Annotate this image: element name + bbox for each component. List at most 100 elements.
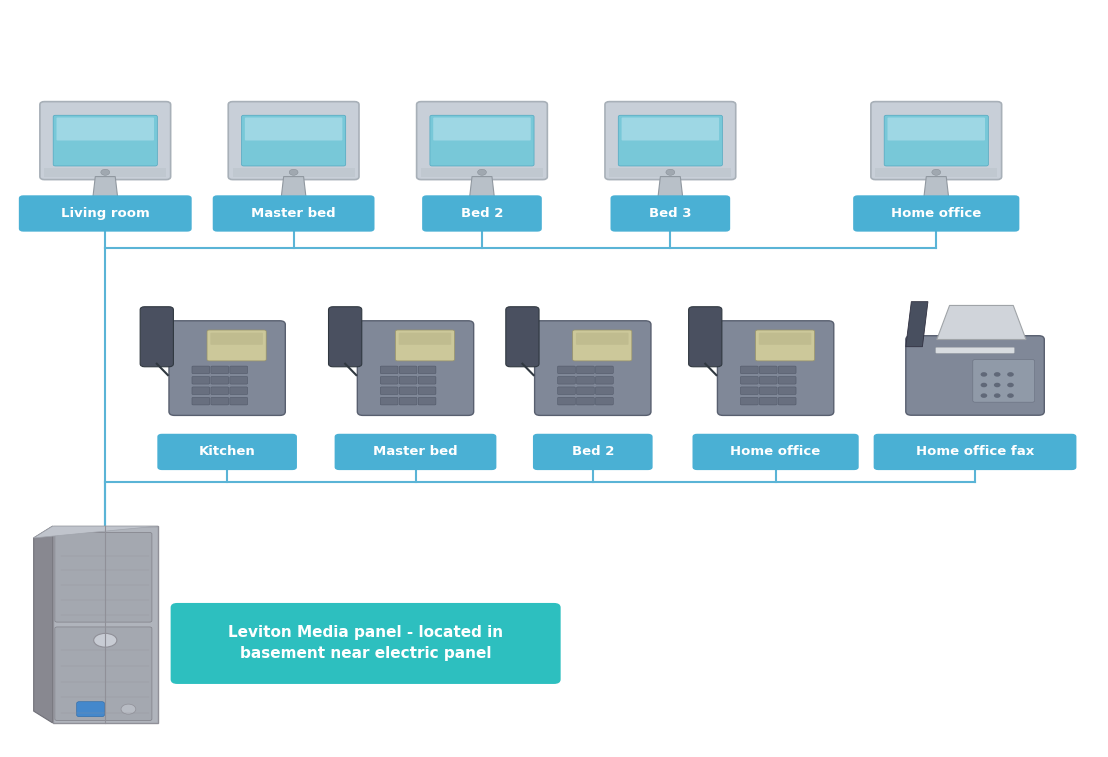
FancyBboxPatch shape: [576, 387, 594, 394]
FancyBboxPatch shape: [380, 387, 398, 394]
FancyBboxPatch shape: [759, 366, 777, 374]
Polygon shape: [937, 305, 1026, 339]
Polygon shape: [657, 176, 684, 205]
FancyBboxPatch shape: [44, 168, 166, 176]
FancyBboxPatch shape: [875, 168, 997, 176]
FancyBboxPatch shape: [853, 195, 1019, 232]
Circle shape: [994, 394, 1001, 398]
Polygon shape: [280, 176, 307, 205]
FancyBboxPatch shape: [740, 376, 758, 384]
Circle shape: [121, 704, 136, 714]
FancyBboxPatch shape: [688, 307, 722, 367]
FancyBboxPatch shape: [76, 702, 104, 717]
FancyBboxPatch shape: [380, 376, 398, 384]
FancyBboxPatch shape: [229, 376, 247, 384]
FancyBboxPatch shape: [357, 321, 474, 416]
FancyBboxPatch shape: [871, 101, 1002, 179]
Text: Home office: Home office: [730, 445, 821, 459]
FancyBboxPatch shape: [618, 115, 722, 166]
FancyBboxPatch shape: [168, 321, 285, 416]
FancyBboxPatch shape: [418, 387, 435, 394]
Circle shape: [478, 170, 486, 176]
Circle shape: [932, 170, 941, 176]
FancyBboxPatch shape: [399, 397, 417, 405]
FancyBboxPatch shape: [211, 387, 228, 394]
Text: Leviton Media panel - located in
basement near electric panel: Leviton Media panel - located in basemen…: [228, 625, 503, 662]
Circle shape: [994, 372, 1001, 377]
FancyBboxPatch shape: [396, 330, 454, 361]
FancyBboxPatch shape: [740, 366, 758, 374]
FancyBboxPatch shape: [192, 376, 209, 384]
FancyBboxPatch shape: [418, 366, 435, 374]
FancyBboxPatch shape: [418, 397, 435, 405]
FancyBboxPatch shape: [248, 202, 339, 222]
FancyBboxPatch shape: [576, 397, 594, 405]
FancyBboxPatch shape: [759, 333, 811, 345]
FancyBboxPatch shape: [888, 117, 985, 141]
FancyBboxPatch shape: [380, 397, 398, 405]
FancyBboxPatch shape: [229, 387, 247, 394]
FancyBboxPatch shape: [533, 434, 653, 470]
FancyBboxPatch shape: [505, 307, 540, 367]
Circle shape: [1007, 372, 1014, 377]
FancyBboxPatch shape: [211, 366, 228, 374]
FancyBboxPatch shape: [328, 307, 361, 367]
FancyBboxPatch shape: [609, 168, 731, 176]
FancyBboxPatch shape: [421, 168, 543, 176]
FancyBboxPatch shape: [973, 360, 1035, 402]
Text: Master bed: Master bed: [373, 445, 458, 459]
FancyBboxPatch shape: [242, 115, 346, 166]
Circle shape: [981, 372, 987, 377]
Text: Home office: Home office: [891, 207, 982, 220]
Circle shape: [1007, 394, 1014, 398]
FancyBboxPatch shape: [891, 202, 982, 222]
FancyBboxPatch shape: [778, 376, 796, 384]
FancyBboxPatch shape: [595, 376, 613, 384]
FancyBboxPatch shape: [778, 387, 796, 394]
FancyBboxPatch shape: [229, 366, 247, 374]
FancyBboxPatch shape: [437, 202, 529, 222]
FancyBboxPatch shape: [430, 115, 534, 166]
FancyBboxPatch shape: [192, 397, 209, 405]
Circle shape: [981, 383, 987, 388]
FancyBboxPatch shape: [229, 397, 247, 405]
Circle shape: [101, 170, 110, 176]
FancyBboxPatch shape: [759, 376, 777, 384]
FancyBboxPatch shape: [245, 117, 342, 141]
Text: Bed 3: Bed 3: [649, 207, 691, 220]
FancyBboxPatch shape: [692, 434, 859, 470]
Text: Kitchen: Kitchen: [198, 445, 256, 459]
FancyBboxPatch shape: [595, 387, 613, 394]
Polygon shape: [33, 526, 158, 538]
FancyBboxPatch shape: [595, 397, 613, 405]
FancyBboxPatch shape: [335, 434, 496, 470]
FancyBboxPatch shape: [228, 101, 359, 179]
FancyBboxPatch shape: [573, 330, 632, 361]
Text: Master bed: Master bed: [252, 207, 336, 220]
FancyBboxPatch shape: [433, 117, 531, 141]
FancyBboxPatch shape: [57, 117, 154, 141]
FancyBboxPatch shape: [605, 101, 736, 179]
Circle shape: [981, 394, 987, 398]
Polygon shape: [906, 301, 929, 347]
FancyBboxPatch shape: [192, 366, 209, 374]
FancyBboxPatch shape: [778, 397, 796, 405]
FancyBboxPatch shape: [171, 603, 561, 684]
FancyBboxPatch shape: [778, 366, 796, 374]
FancyBboxPatch shape: [211, 397, 228, 405]
FancyBboxPatch shape: [557, 366, 575, 374]
FancyBboxPatch shape: [399, 387, 417, 394]
FancyBboxPatch shape: [622, 117, 719, 141]
FancyBboxPatch shape: [557, 376, 575, 384]
FancyBboxPatch shape: [576, 333, 628, 345]
FancyBboxPatch shape: [576, 376, 594, 384]
FancyBboxPatch shape: [211, 376, 228, 384]
Polygon shape: [92, 176, 119, 205]
Polygon shape: [469, 176, 495, 205]
FancyBboxPatch shape: [380, 366, 398, 374]
Circle shape: [994, 383, 1001, 388]
FancyBboxPatch shape: [535, 321, 652, 416]
FancyBboxPatch shape: [759, 387, 777, 394]
Text: Bed 2: Bed 2: [572, 445, 614, 459]
FancyBboxPatch shape: [906, 336, 1044, 415]
